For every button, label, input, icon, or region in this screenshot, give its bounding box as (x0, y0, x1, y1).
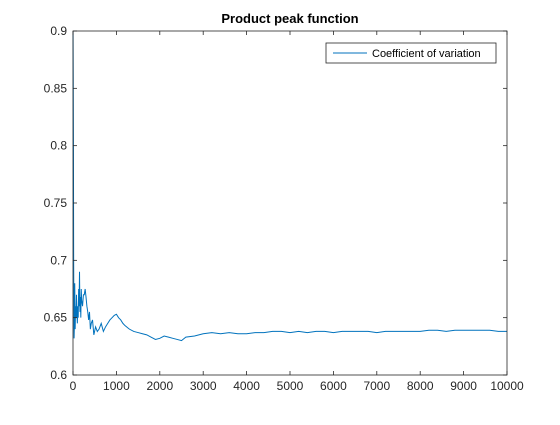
y-tick-label-2: 0.7 (50, 253, 67, 267)
x-tick-label-9: 9000 (450, 379, 477, 393)
x-tick-label-10: 10000 (490, 379, 524, 393)
y-tick-label-1: 0.65 (44, 311, 68, 325)
x-tick-label-5: 5000 (277, 379, 304, 393)
x-tick-label-3: 3000 (190, 379, 217, 393)
series-layer (72, 30, 507, 342)
x-tick-label-8: 8000 (407, 379, 434, 393)
y-tick-label-4: 0.8 (50, 139, 67, 153)
legend-label-0: Coefficient of variation (372, 48, 481, 60)
series-line-0 (72, 30, 507, 342)
y-tick-label-5: 0.85 (44, 81, 68, 95)
x-tick-label-0: 0 (70, 379, 77, 393)
legend-box (325, 42, 497, 64)
axes-layer: 0 1000 2000 3000 4000 5000 6000 7000 8000 9000 100… (44, 24, 524, 393)
x-tick-label-7: 7000 (363, 379, 390, 393)
x-tick-label-1: 1000 (103, 379, 130, 393)
y-tick-label-0: 0.6 (50, 368, 67, 382)
y-tick-label-6: 0.9 (50, 24, 67, 38)
plot-area (73, 31, 507, 375)
chart-title: Product peak function (221, 11, 358, 26)
y-tick-label-3: 0.75 (44, 196, 68, 210)
x-tick-label-2: 2000 (146, 379, 173, 393)
x-tick-label-6: 6000 (320, 379, 347, 393)
x-tick-label-4: 4000 (233, 379, 260, 393)
legend[interactable]: Coefficient of variation (325, 42, 497, 64)
